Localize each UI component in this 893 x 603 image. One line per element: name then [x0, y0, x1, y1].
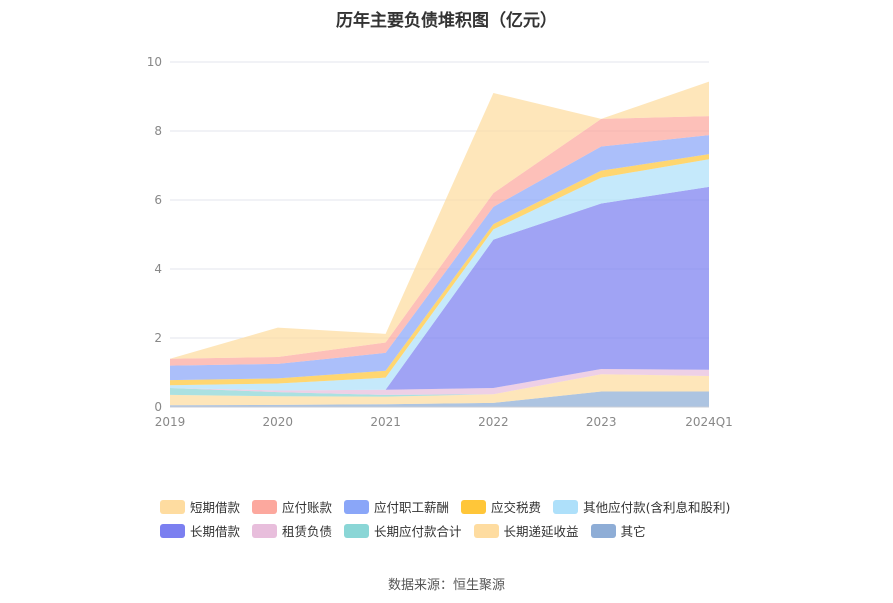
area-应付职工薪酬: [170, 135, 709, 381]
legend-label: 长期借款: [190, 524, 241, 539]
legend-swatch: [252, 523, 278, 538]
legend-item[interactable]: 长期借款: [160, 521, 240, 540]
legend-item[interactable]: 短期借款: [160, 497, 240, 516]
area-长期递延收益: [170, 374, 709, 406]
x-tick-label: 2023: [586, 415, 617, 429]
legend-label: 应交税费: [491, 500, 542, 515]
legend-label: 租赁负债: [282, 524, 333, 539]
legend-swatch: [473, 523, 499, 538]
legend-row: 长期借款 租赁负债 长期应付款合计 长期递延收益 其它: [160, 521, 658, 540]
legend-swatch: [590, 523, 616, 538]
area-series-group: [170, 81, 709, 407]
axes: 0 2 4 6 8 10 2019 2020 2021 2022 2023 2024Q1: [147, 55, 733, 429]
legend-item[interactable]: 其它: [590, 521, 646, 540]
y-tick-label: 10: [147, 55, 162, 69]
chart-title: 历年主要负债堆积图（亿元）: [336, 11, 557, 31]
stacked-area-chart: 0 2 4 6 8 10 2019 2020 2021 2022 2023 2024Q1: [147, 55, 733, 429]
y-tick-label: 2: [154, 331, 162, 345]
legend-item[interactable]: 应付账款: [252, 497, 332, 516]
legend-label: 其它: [620, 524, 646, 539]
legend-swatch: [344, 523, 370, 538]
legend-swatch: [553, 499, 579, 514]
legend-label: 长期应付款合计: [374, 524, 462, 539]
x-tick-label: 2021: [370, 415, 401, 429]
legend-swatch: [252, 499, 278, 514]
data-source-note: 数据来源：恒生聚源: [387, 578, 505, 593]
x-tick-label: 2024Q1: [685, 415, 733, 429]
x-tick-label: 2019: [155, 415, 186, 429]
x-tick-label: 2020: [263, 415, 294, 429]
legend-label: 应付职工薪酬: [374, 500, 450, 515]
legend-label: 短期借款: [190, 500, 241, 515]
area-长期借款: [170, 186, 709, 391]
legend-label: 长期递延收益: [503, 524, 579, 539]
y-tick-label: 8: [154, 124, 162, 138]
legend-swatch: [461, 499, 487, 514]
legend-item[interactable]: 其他应付款(含利息和股利): [553, 497, 730, 516]
legend-swatch: [160, 499, 185, 514]
legend-label: 其他应付款(含利息和股利): [583, 500, 731, 515]
legend-row: 短期借款 应付账款 应付职工薪酬 应交税费 其他应付款(含利息和股利): [160, 497, 742, 516]
y-tick-label: 6: [154, 193, 162, 207]
area-长期应付款合计: [170, 374, 709, 397]
area-其他应付款(含利息和股利): [170, 159, 709, 391]
legend-label: 应付账款: [282, 500, 333, 515]
legend-swatch: [344, 499, 370, 514]
legend-swatch: [160, 523, 185, 538]
area-其它: [170, 391, 709, 407]
legend-item[interactable]: 应付职工薪酬: [344, 497, 449, 516]
y-tick-label: 0: [154, 400, 162, 414]
y-tick-label: 4: [154, 262, 162, 276]
x-tick-label: 2022: [478, 415, 509, 429]
legend-item[interactable]: 应交税费: [461, 497, 541, 516]
legend-item[interactable]: 租赁负债: [252, 521, 332, 540]
legend-item[interactable]: 长期应付款合计: [344, 521, 462, 540]
area-租赁负债: [170, 369, 709, 395]
legend-item[interactable]: 长期递延收益: [473, 521, 579, 540]
area-短期借款: [170, 81, 709, 359]
